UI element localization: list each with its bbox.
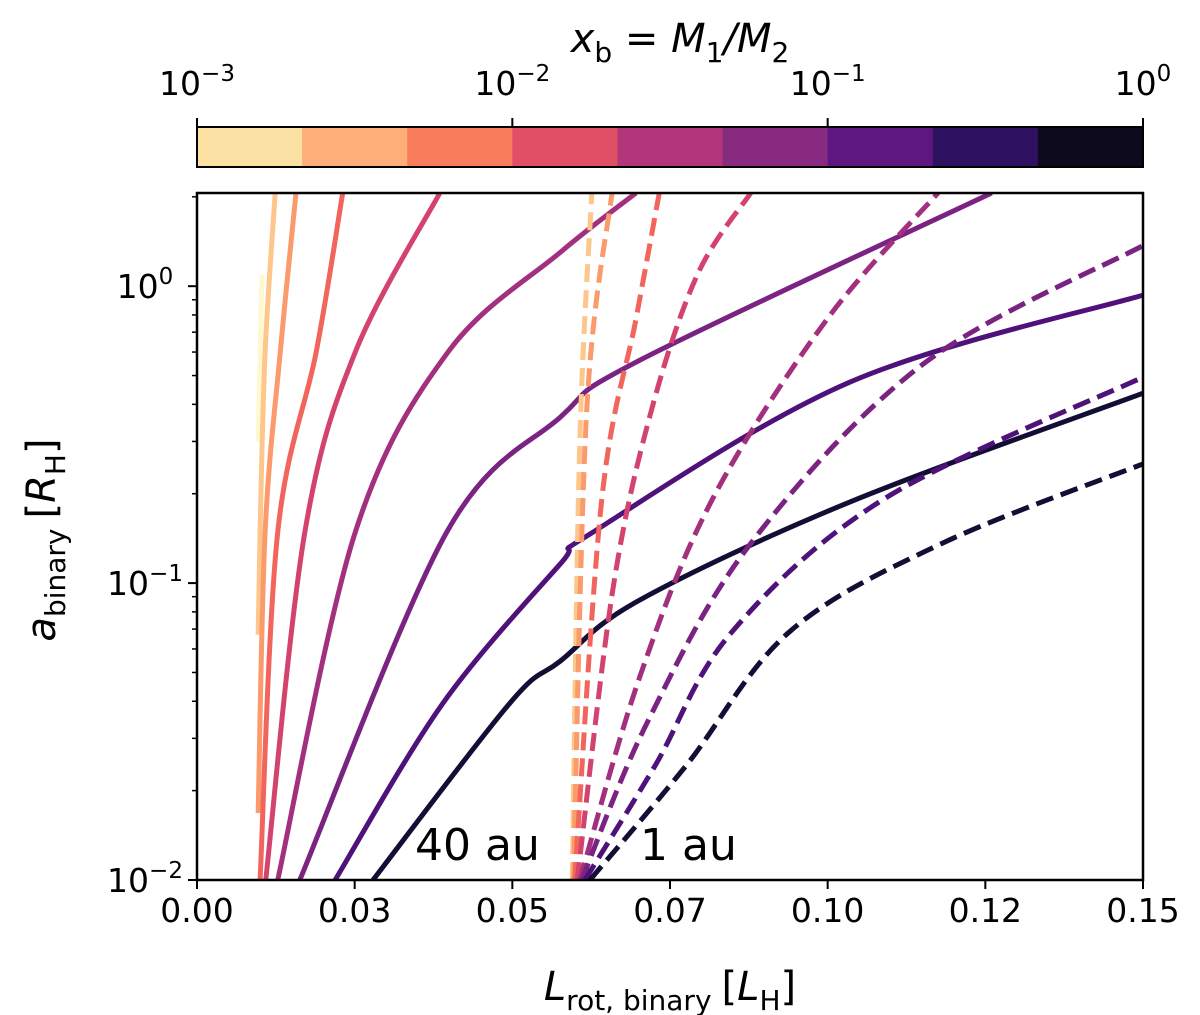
x-tick-label: 0.05 (476, 891, 549, 930)
colorbar-swatch (932, 127, 1039, 167)
colorbar-swatch (302, 127, 408, 167)
y-tick-label: 100 (117, 264, 174, 306)
solid-curve-6 (297, 193, 993, 880)
solid-curve-2 (255, 193, 299, 814)
x-tick-label: 0.15 (1106, 891, 1179, 930)
colorbar: 10−3 10−2 10−1 100 (159, 61, 1172, 168)
dashed-curve-13 (577, 193, 940, 880)
colorbar-tick-label: 100 (1115, 61, 1172, 103)
x-tick-label: 0.12 (949, 891, 1022, 930)
plot-lines (255, 193, 1143, 880)
solid-curve-7 (332, 292, 1143, 880)
solid-curve-8 (370, 390, 1143, 880)
colorbar-tick-label: 10−3 (159, 61, 235, 103)
dashed-curve-16 (587, 461, 1143, 880)
x-tick-label: 0.07 (633, 891, 706, 930)
x-axis-label: Lrot, binary [LH] (544, 964, 796, 1015)
colorbar-swatch (512, 127, 618, 167)
solid-curve-4 (263, 193, 443, 880)
annotation-1au: 1 au (640, 820, 737, 871)
colorbar-label: xb = M1/M2 (569, 16, 790, 69)
colorbar-swatch (1037, 127, 1144, 167)
colorbar-swatch (407, 127, 513, 167)
x-tick-label: 0.00 (160, 891, 233, 930)
y-axis-label: abinary[RH] (19, 438, 72, 641)
colorbar-frame (196, 126, 1144, 168)
solid-curve-0 (255, 275, 265, 442)
solid-curve-1 (255, 193, 278, 635)
dashed-curve-12 (574, 193, 753, 880)
x-tick-label: 0.03 (318, 891, 391, 930)
dashed-curve-15 (582, 374, 1143, 880)
axes: 0.00 0.03 0.05 0.07 0.10 0.12 0.15 10−2 10−1 100 (107, 196, 1180, 930)
x-tick-label: 0.10 (791, 891, 864, 930)
colorbar-swatch (827, 127, 934, 167)
colorbar-swatch (617, 127, 724, 167)
y-tick-label: 10−2 (107, 858, 183, 900)
colorbar-tick-label: 10−1 (790, 61, 866, 103)
solid-curve-3 (257, 193, 346, 880)
annotation-40au: 40 au (415, 820, 540, 871)
colorbar-swatch (722, 127, 829, 167)
solid-curve-5 (275, 193, 638, 880)
dashed-curve-14 (579, 243, 1143, 880)
colorbar-swatch (197, 127, 303, 167)
colorbar-tick-label: 10−2 (474, 61, 550, 103)
y-tick-label: 10−1 (107, 561, 183, 603)
dashed-curve-10 (571, 193, 615, 880)
